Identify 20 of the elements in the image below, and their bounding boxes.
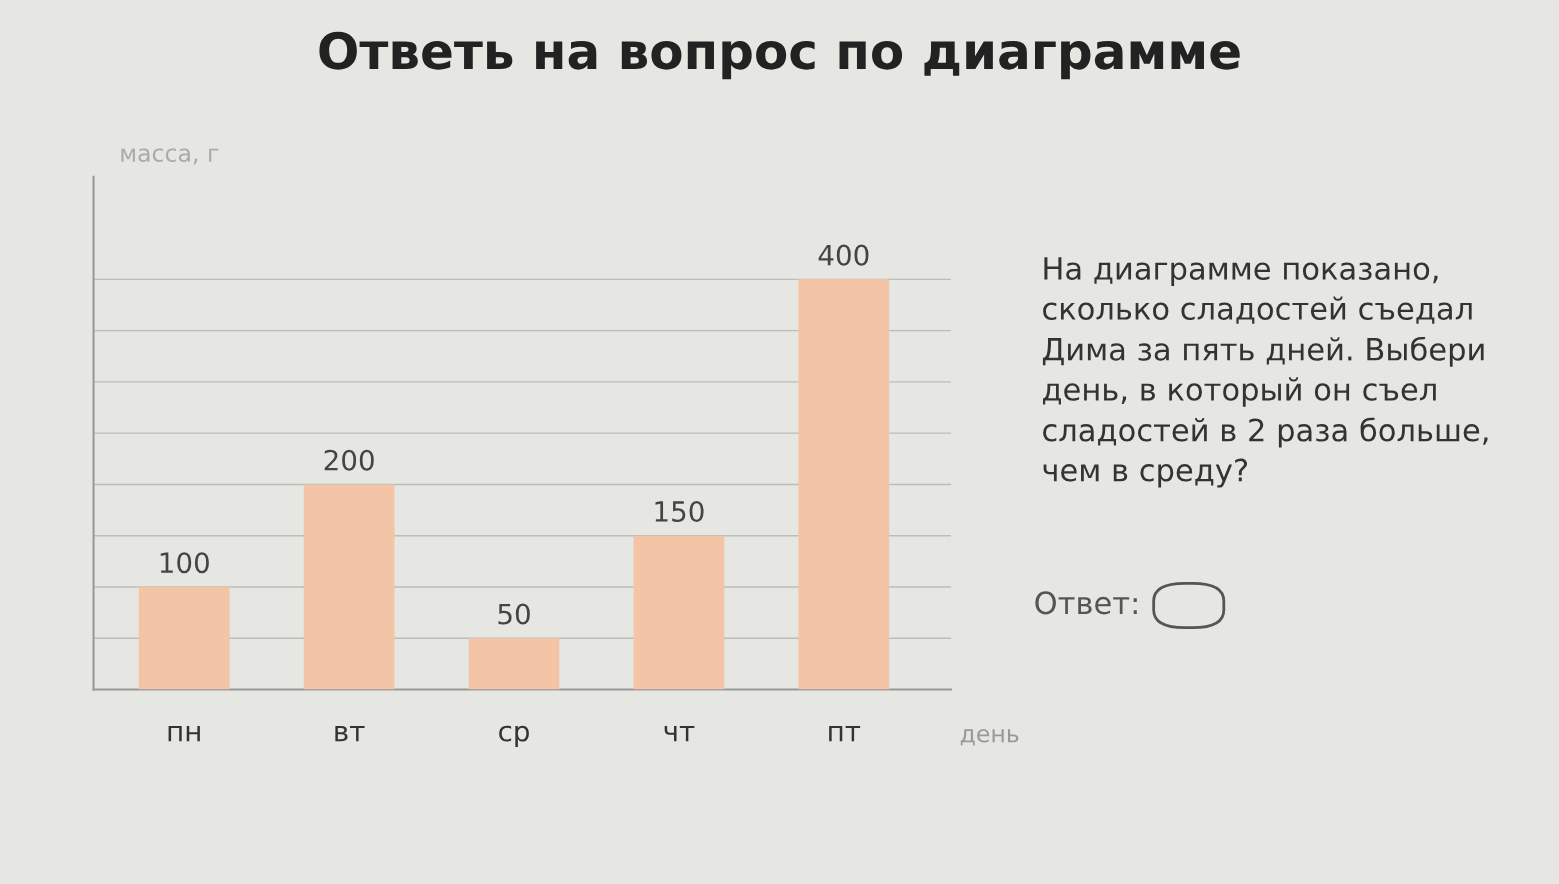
text: На диаграмме показано, сколько сладостей съедал Дима за пять дней. Выбери день, в который он съел сладостей в 2 раза больше, чем в среду?: [1042, 257, 1488, 488]
bar: [303, 484, 395, 690]
bar: [633, 535, 725, 690]
data-label: 50: [498, 603, 530, 625]
x-tick-label: пн: [168, 725, 200, 742]
chart-title: Ответь на вопрос по диаграмме: [319, 31, 1240, 80]
x-tick-label: ср: [499, 725, 529, 747]
data-label: 200: [324, 449, 374, 471]
x-axis-title: день: [960, 728, 1019, 746]
x-tick-label: вт: [335, 725, 365, 742]
data-label: 150: [655, 500, 704, 522]
data-label: 100: [160, 552, 209, 574]
x-tick-label: пт: [829, 725, 861, 742]
x-tick-label: чт: [664, 725, 695, 742]
y-axis-title: масса, г: [121, 148, 219, 165]
data-label: 400: [818, 244, 869, 266]
bar: [468, 638, 560, 690]
bar: [798, 279, 890, 690]
bar: [138, 586, 230, 690]
text: Ответ:: [1035, 591, 1137, 615]
